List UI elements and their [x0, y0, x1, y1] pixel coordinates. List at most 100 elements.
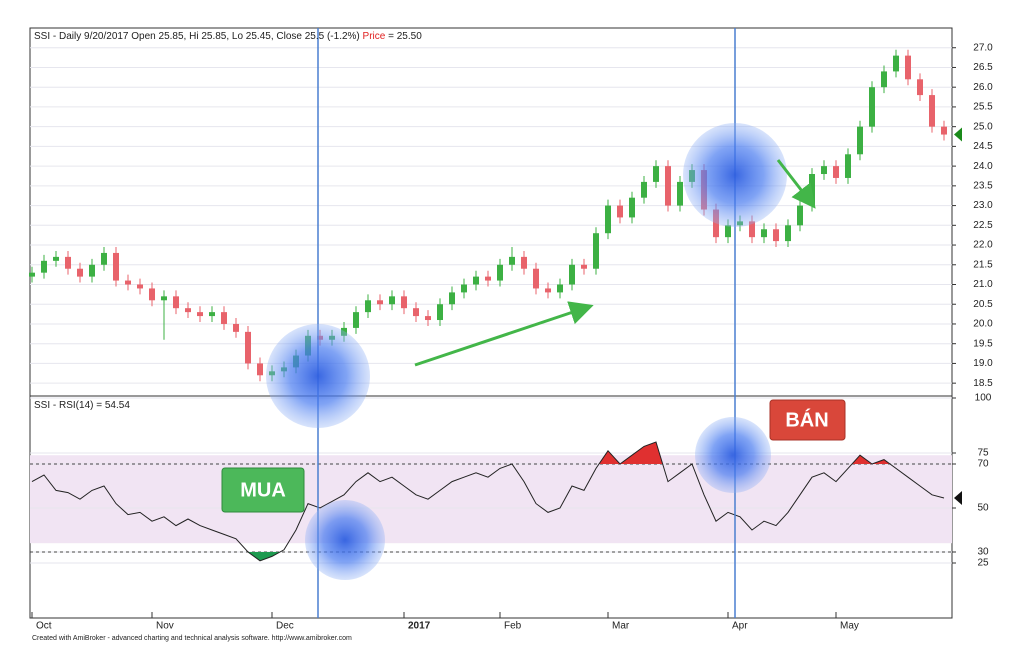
candle-body [773, 229, 779, 242]
candle-body [101, 252, 107, 265]
candle-body [605, 205, 611, 234]
candle-body [173, 296, 179, 309]
candle-body [41, 260, 47, 273]
candle-body [929, 95, 935, 127]
candle-body [353, 312, 359, 328]
candle-body [869, 87, 875, 127]
sell-label: BÁN [785, 408, 828, 431]
highlight [683, 123, 787, 227]
candle-body [641, 181, 647, 198]
candle-body [113, 252, 119, 281]
candle-body [857, 126, 863, 155]
y-tick-label: 26.5 [973, 62, 993, 73]
candle-body [821, 166, 827, 175]
price-value: = 25.50 [388, 31, 422, 42]
buy-label: MUA [240, 479, 286, 501]
price-label: Price [363, 31, 386, 42]
candle-body [545, 288, 551, 293]
x-tick-label: Feb [504, 621, 522, 632]
candle-body [917, 79, 923, 96]
candle-body [437, 304, 443, 321]
y-tick-label: 70 [977, 459, 989, 470]
x-tick-label: Mar [612, 621, 630, 632]
y-tick-label: 24.5 [973, 141, 993, 152]
candle-body [29, 272, 35, 277]
candle-body [509, 256, 515, 265]
y-tick-label: 21.5 [973, 259, 993, 270]
candle-body [233, 323, 239, 332]
trend-arrow [776, 159, 816, 209]
x-tick-label: Apr [732, 621, 748, 632]
candle-body [533, 268, 539, 289]
y-tick-label: 22.5 [973, 220, 993, 231]
candle-body [893, 55, 899, 72]
candle-body [593, 233, 599, 269]
candle-body [725, 225, 731, 238]
candle-body [365, 300, 371, 313]
y-tick-label: 23.5 [973, 180, 993, 191]
footer: Created with AmiBroker - advanced charti… [32, 635, 352, 642]
x-tick-label: 2017 [408, 621, 431, 632]
candle-body [197, 312, 203, 317]
highlight [695, 417, 771, 493]
candle-body [65, 256, 71, 269]
trend-arrow [414, 301, 594, 367]
candle-body [785, 225, 791, 242]
y-tick-label: 22.0 [973, 240, 993, 251]
x-tick-label: May [840, 621, 859, 632]
candle-body [557, 284, 563, 293]
oversold-fill [32, 552, 944, 561]
candle-body [221, 312, 227, 324]
highlight [305, 500, 385, 580]
y-tick-label: 25.5 [973, 102, 993, 113]
rsi-title: SSI - RSI(14) = [34, 400, 102, 411]
candle-body [209, 312, 215, 317]
candle-body [797, 205, 803, 226]
candle-body [53, 256, 59, 261]
candle-body [629, 197, 635, 218]
y-tick-label: 20.0 [973, 319, 993, 330]
candle-body [749, 221, 755, 238]
y-tick-label: 21.0 [973, 279, 993, 290]
y-tick-label: 19.5 [973, 338, 993, 349]
candle-body [401, 296, 407, 309]
candle-body [497, 264, 503, 281]
candle-body [425, 316, 431, 321]
y-tick-label: 19.0 [973, 358, 993, 369]
y-tick-label: 25.0 [973, 121, 993, 132]
header-title: SSI - Daily 9/20/2017 Open 25.85, Hi 25.… [34, 31, 360, 42]
y-tick-label: 18.5 [973, 378, 993, 389]
candle-body [761, 229, 767, 238]
x-tick-label: Oct [36, 621, 52, 632]
candle-body [905, 55, 911, 80]
candle-body [665, 166, 671, 206]
candle-body [833, 166, 839, 178]
candle-body [653, 166, 659, 182]
y-tick-label: 25 [977, 558, 989, 569]
buy-box [221, 467, 305, 513]
rsi-band [30, 455, 952, 544]
y-tick-label: 24.0 [973, 161, 993, 172]
y-tick-label: 23.0 [973, 200, 993, 211]
y-tick-label: 30 [977, 547, 989, 558]
candle-body [569, 264, 575, 285]
candle-body [125, 280, 131, 285]
frame [29, 27, 953, 619]
candle-body [473, 276, 479, 285]
candle-body [845, 154, 851, 178]
candle-body [377, 300, 383, 305]
candle-body [413, 308, 419, 317]
rsi-header: SSI - RSI(14) = 54.54 [34, 400, 130, 411]
candle-body [677, 181, 683, 206]
candle-body [941, 126, 947, 135]
candle-body [89, 264, 95, 277]
header: SSI - Daily 9/20/2017 Open 25.85, Hi 25.… [34, 31, 422, 42]
rsi-value: 54.54 [105, 400, 130, 411]
candle-body [581, 264, 587, 269]
highlight [266, 324, 370, 428]
sell-box [769, 399, 846, 441]
candle-body [881, 71, 887, 88]
rsi-line [31, 441, 945, 562]
candle-body [617, 205, 623, 218]
